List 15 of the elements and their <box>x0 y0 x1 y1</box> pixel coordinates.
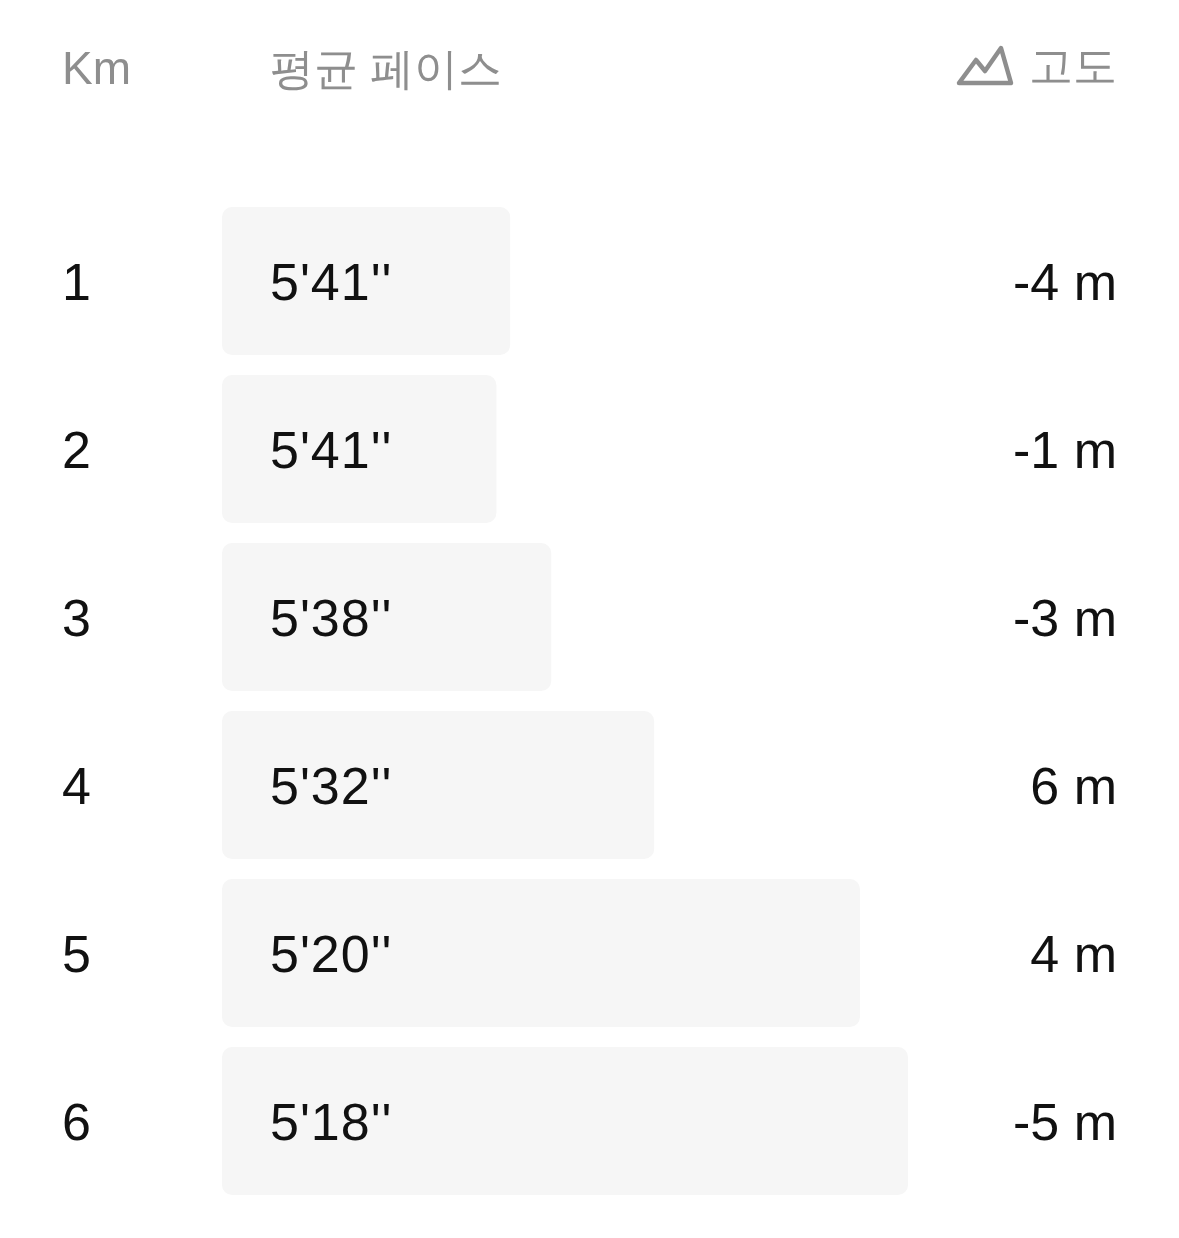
y2label: 고도 <box>1029 41 1117 90</box>
annotation: 5'32'' <box>270 757 393 815</box>
annotation: 5'38'' <box>270 589 393 647</box>
annotation: -1 m <box>1013 421 1117 479</box>
annotation: 5'20'' <box>270 925 393 983</box>
xlabel: 평균 페이스 <box>270 44 503 93</box>
annotation: 5'41'' <box>270 421 393 479</box>
annotation: -3 m <box>1013 589 1117 647</box>
annotation: -5 m <box>1013 1093 1117 1151</box>
annotation: 5'18'' <box>270 1093 393 1151</box>
annotation: 6 m <box>1030 757 1117 815</box>
ylabel: Km <box>62 42 131 94</box>
annotation: -4 m <box>1013 253 1117 311</box>
annotation: 4 m <box>1030 925 1117 983</box>
annotation: 5'41'' <box>270 253 393 311</box>
